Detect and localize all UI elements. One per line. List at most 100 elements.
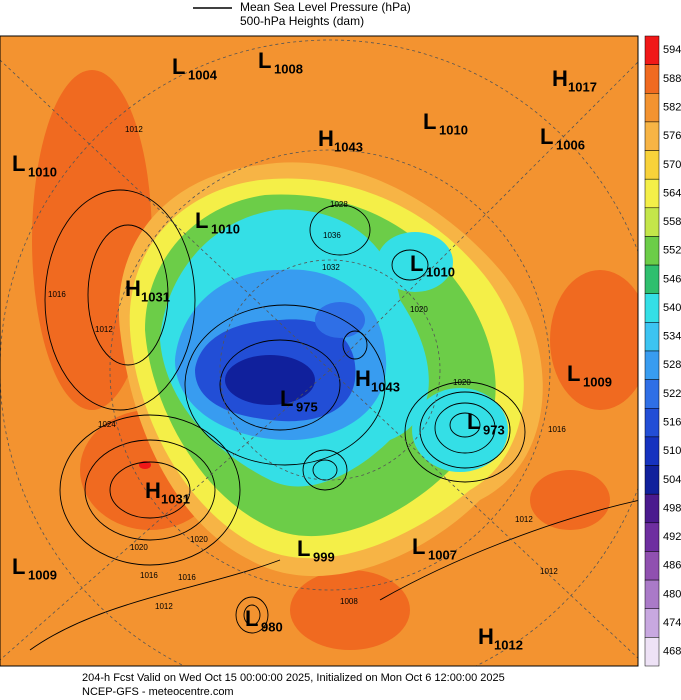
colorbar-swatch	[644, 408, 660, 438]
center-value: 1009	[583, 374, 612, 389]
colorbar-swatch	[644, 322, 660, 352]
height-field	[315, 302, 365, 338]
colorbar-label: 516	[663, 416, 681, 428]
colorbar-swatch	[644, 264, 660, 294]
center-value: 1010	[28, 164, 57, 179]
colorbar-swatch	[644, 178, 660, 209]
legend-heights: 500-hPa Heights (dam)	[240, 14, 364, 28]
center-letter: L	[258, 48, 271, 73]
center-value: 1012	[494, 637, 523, 652]
pressure-center: H 1031	[125, 276, 170, 305]
map-field: 1012 1016 1012 1024 1020 1020 1016 1016 1012 1028…	[0, 36, 638, 666]
colorbar-label: 582	[663, 101, 681, 113]
legend-mslp: Mean Sea Level Pressure (hPa)	[240, 0, 411, 14]
colorbar-label: 534	[663, 331, 681, 343]
contour-label: 1012	[515, 515, 533, 524]
pressure-center: H 1043	[318, 126, 363, 155]
colorbar-label: 498	[663, 502, 681, 514]
colorbar-label: 474	[663, 617, 681, 629]
contour-label: 1016	[178, 573, 196, 582]
colorbar-label: 576	[663, 130, 681, 142]
colorbar-swatch	[644, 121, 660, 151]
pressure-center: L 1004	[172, 54, 218, 83]
center-value: 1043	[334, 139, 363, 154]
center-letter: H	[478, 624, 494, 649]
contour-label: 1024	[98, 420, 116, 429]
colorbar: 594 588 582 576 570 564 558 552 546 540 534 528 522 5…	[644, 35, 681, 667]
center-value: 999	[313, 549, 335, 564]
colorbar-swatch	[644, 579, 660, 609]
height-field	[139, 461, 151, 469]
colorbar-label: 552	[663, 245, 681, 257]
contour-label: 1016	[48, 290, 66, 299]
center-value: 980	[261, 619, 283, 634]
contour-label: 1012	[95, 325, 113, 334]
pressure-center: H 1017	[552, 66, 597, 95]
pressure-center: L 1010	[12, 151, 57, 180]
pressure-center: L 1010	[410, 251, 455, 280]
colorbar-swatch	[644, 35, 660, 65]
contour-label: 1020	[190, 535, 208, 544]
colorbar-label: 528	[663, 359, 681, 371]
colorbar-label: 558	[663, 216, 681, 228]
colorbar-swatch	[644, 551, 660, 581]
pressure-center: H 1043	[355, 366, 400, 395]
center-letter: L	[245, 606, 258, 631]
colorbar-swatch	[644, 64, 660, 94]
contour-label: 1036	[323, 231, 341, 240]
colorbar-label: 588	[663, 73, 681, 85]
colorbar-swatch	[644, 493, 660, 524]
pressure-center: L 999	[297, 536, 335, 565]
height-field	[550, 270, 638, 410]
center-value: 973	[483, 422, 505, 437]
pressure-center: L 1009	[12, 554, 57, 583]
center-value: 1004	[188, 67, 218, 82]
center-letter: L	[12, 554, 25, 579]
colorbar-label: 492	[663, 531, 681, 543]
contour-label: 1016	[548, 425, 566, 434]
center-value: 1010	[439, 122, 468, 137]
contour-label: 1012	[155, 602, 173, 611]
pressure-center: L 1010	[195, 208, 240, 237]
colorbar-swatch	[644, 637, 660, 667]
colorbar-label: 564	[663, 187, 681, 199]
center-value: 1009	[28, 567, 57, 582]
center-letter: L	[12, 151, 25, 176]
center-value: 1017	[568, 79, 597, 94]
center-letter: H	[355, 366, 371, 391]
center-value: 1010	[426, 264, 455, 279]
contour-label: 1012	[125, 125, 143, 134]
contour-label: 1012	[540, 567, 558, 576]
center-value: 975	[296, 399, 318, 414]
center-value: 1008	[274, 61, 303, 76]
colorbar-swatch	[644, 236, 660, 266]
colorbar-label: 504	[663, 474, 681, 486]
center-letter: L	[297, 536, 310, 561]
pressure-center: L 1009	[567, 361, 612, 390]
pressure-center: L 975	[280, 386, 318, 415]
pressure-center: L 980	[245, 606, 283, 635]
height-field	[290, 570, 410, 650]
pressure-center: H 1012	[478, 624, 523, 653]
center-letter: L	[172, 54, 185, 79]
center-letter: L	[410, 251, 423, 276]
center-value: 1031	[161, 491, 190, 506]
center-letter: L	[540, 124, 553, 149]
center-letter: L	[467, 409, 480, 434]
colorbar-label: 522	[663, 388, 681, 400]
contour-label: 1020	[410, 305, 428, 314]
colorbar-swatch	[644, 379, 660, 409]
colorbar-swatch	[644, 293, 660, 323]
height-field	[530, 470, 610, 530]
pressure-center: L 1010	[423, 109, 468, 138]
contour-label: 1020	[453, 378, 471, 387]
pressure-center: L 1007	[412, 534, 457, 563]
colorbar-swatch	[644, 465, 660, 495]
center-letter: H	[552, 66, 568, 91]
height-field	[377, 232, 453, 292]
pressure-center: H 1031	[145, 478, 190, 507]
contour-label: 1028	[330, 200, 348, 209]
legend: Mean Sea Level Pressure (hPa) 500-hPa He…	[193, 0, 411, 28]
map-frame	[0, 35, 639, 667]
